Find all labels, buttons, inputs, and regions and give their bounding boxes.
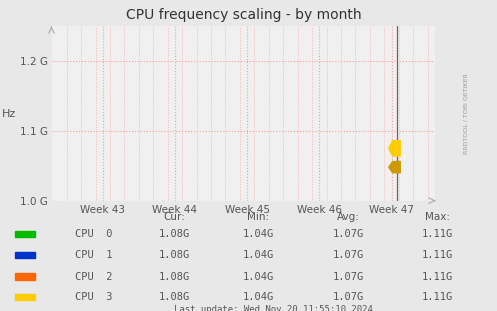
Text: 1.07G: 1.07G: [332, 229, 363, 239]
Text: 1.04G: 1.04G: [243, 292, 274, 302]
Text: RRDTOOL / TOBI OETIKER: RRDTOOL / TOBI OETIKER: [463, 73, 469, 154]
Text: Avg:: Avg:: [336, 212, 359, 222]
Text: 1.11G: 1.11G: [422, 272, 453, 282]
Text: 1.07G: 1.07G: [332, 272, 363, 282]
Text: 1.08G: 1.08G: [159, 272, 189, 282]
Bar: [15, 294, 35, 300]
Text: Min:: Min:: [248, 212, 269, 222]
Text: 1.04G: 1.04G: [243, 250, 274, 260]
Text: 1.11G: 1.11G: [422, 229, 453, 239]
Bar: [15, 273, 35, 280]
Bar: [15, 252, 35, 258]
Text: 1.11G: 1.11G: [422, 292, 453, 302]
Text: 1.07G: 1.07G: [332, 250, 363, 260]
Polygon shape: [388, 140, 401, 157]
Text: Last update: Wed Nov 20 11:55:10 2024: Last update: Wed Nov 20 11:55:10 2024: [174, 305, 373, 311]
Text: CPU  0: CPU 0: [75, 229, 112, 239]
Text: 1.04G: 1.04G: [243, 229, 274, 239]
Text: 1.08G: 1.08G: [159, 250, 189, 260]
Text: Cur:: Cur:: [163, 212, 185, 222]
Text: CPU  3: CPU 3: [75, 292, 112, 302]
Title: CPU frequency scaling - by month: CPU frequency scaling - by month: [126, 8, 361, 22]
Polygon shape: [388, 161, 401, 174]
Text: 1.08G: 1.08G: [159, 229, 189, 239]
Bar: [15, 230, 35, 237]
Text: 1.07G: 1.07G: [332, 292, 363, 302]
Y-axis label: Hz: Hz: [2, 109, 16, 118]
Text: CPU  1: CPU 1: [75, 250, 112, 260]
Text: 1.11G: 1.11G: [422, 250, 453, 260]
Text: Max:: Max:: [425, 212, 450, 222]
Text: CPU  2: CPU 2: [75, 272, 112, 282]
Text: 1.04G: 1.04G: [243, 272, 274, 282]
Text: 1.08G: 1.08G: [159, 292, 189, 302]
